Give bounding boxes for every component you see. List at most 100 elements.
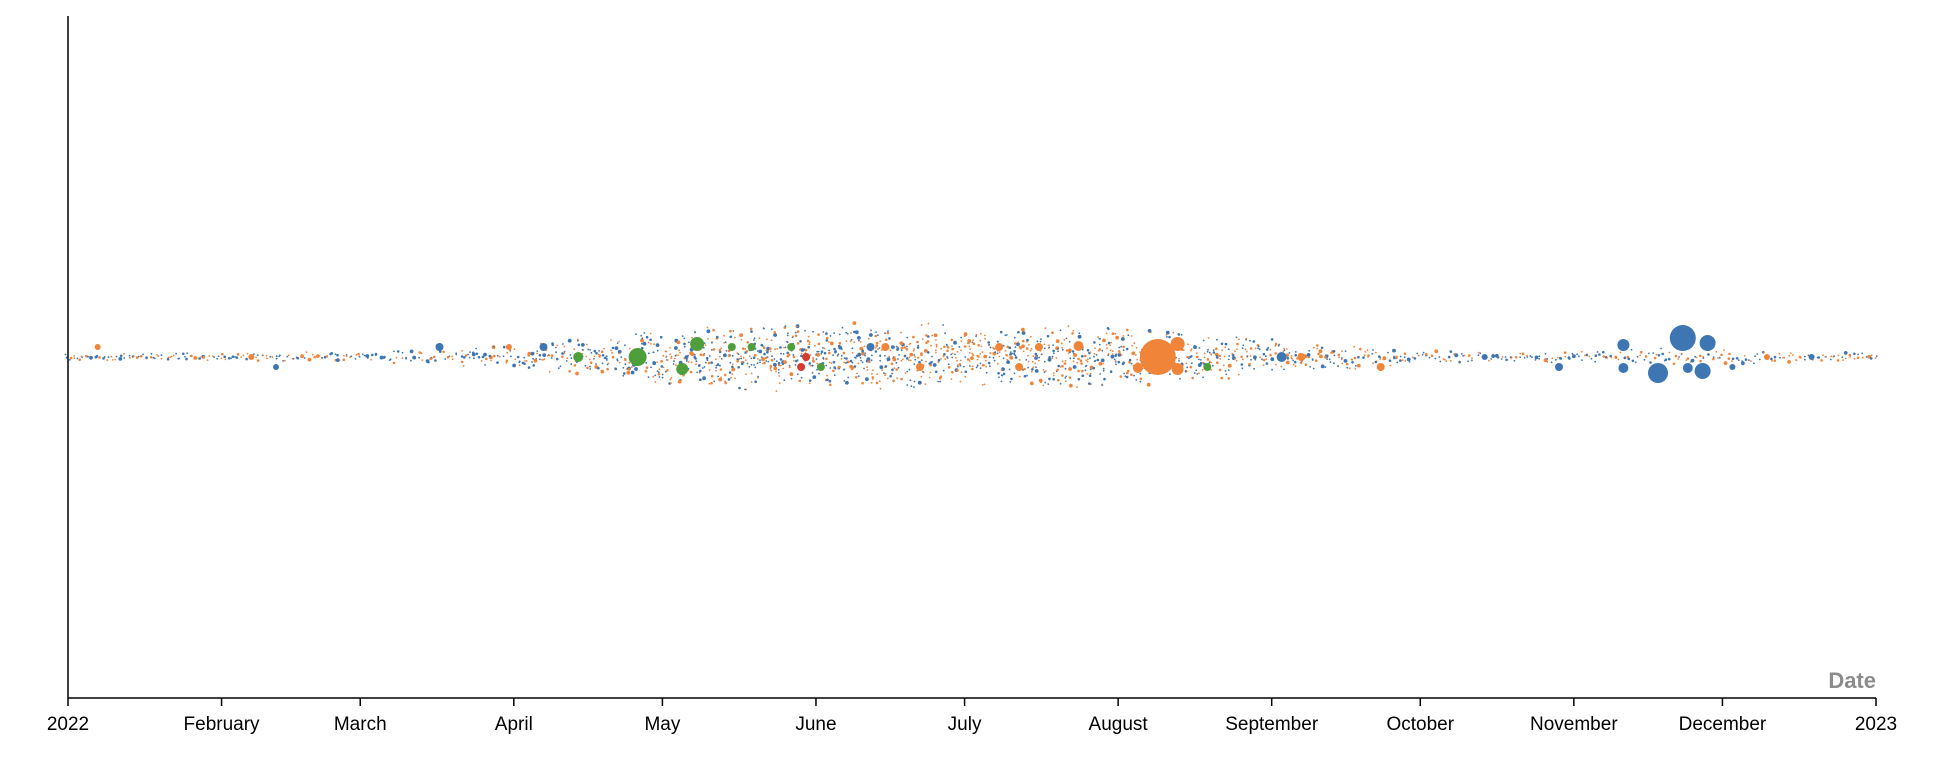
swarm-point	[1531, 356, 1533, 358]
swarm-point	[1000, 380, 1003, 383]
swarm-point	[971, 352, 973, 355]
swarm-point	[1403, 356, 1406, 358]
swarm-point	[906, 345, 908, 348]
swarm-point	[1454, 353, 1459, 358]
swarm-point	[779, 358, 783, 361]
swarm-point	[1372, 362, 1374, 365]
swarm-point	[909, 342, 912, 345]
swarm-point	[905, 348, 909, 351]
swarm-point	[861, 381, 864, 385]
swarm-point	[1120, 345, 1122, 348]
swarm-point	[1366, 349, 1369, 351]
swarm-point	[767, 360, 770, 363]
swarm-point	[706, 326, 709, 329]
swarm-point	[987, 361, 991, 365]
swarm-point	[536, 352, 538, 355]
swarm-point	[1089, 357, 1091, 359]
swarm-point	[740, 338, 743, 341]
swarm-point	[1065, 375, 1067, 378]
swarm-point	[867, 360, 871, 363]
swarm-point	[702, 346, 705, 349]
swarm-point	[829, 367, 832, 369]
swarm-point	[1312, 367, 1315, 370]
swarm-point	[1115, 363, 1117, 366]
swarm-point	[610, 339, 612, 341]
swarm-point	[1122, 345, 1125, 349]
swarm-point	[1179, 377, 1181, 380]
swarm-point	[850, 332, 852, 334]
swarm-point	[1178, 357, 1180, 360]
swarm-point	[738, 386, 741, 390]
swarm-point	[1189, 365, 1193, 369]
swarm-point	[1442, 358, 1445, 360]
swarm-point	[256, 354, 259, 356]
swarm-point	[710, 361, 713, 364]
swarm-point	[1351, 361, 1354, 364]
swarm-point	[753, 337, 756, 339]
swarm-point	[275, 357, 278, 360]
swarm-point	[808, 343, 811, 346]
swarm-point	[1610, 356, 1613, 359]
swarm-point	[865, 377, 869, 381]
swarm-point	[1294, 365, 1297, 367]
swarm-point	[806, 339, 810, 343]
swarm-point	[704, 344, 707, 346]
swarm-point	[900, 377, 903, 381]
swarm-point	[744, 388, 746, 391]
swarm-point	[271, 356, 274, 358]
swarm-point	[1027, 354, 1029, 357]
swarm-point	[1657, 354, 1661, 357]
x-tick-label: April	[495, 714, 533, 735]
swarm-point	[1196, 373, 1199, 375]
swarm-point	[118, 357, 123, 361]
swarm-point	[918, 360, 921, 364]
swarm-point	[370, 358, 373, 361]
swarm-point	[732, 330, 735, 332]
swarm-point	[1743, 355, 1746, 357]
swarm-point	[160, 357, 163, 360]
swarm-point	[1399, 359, 1402, 362]
swarm-point	[674, 357, 676, 360]
swarm-point	[1089, 372, 1092, 375]
swarm-point	[1636, 355, 1639, 358]
swarm-point	[514, 358, 516, 361]
swarm-point	[881, 369, 883, 371]
swarm-point	[979, 367, 982, 369]
swarm-point	[429, 357, 432, 361]
swarm-point	[691, 336, 693, 339]
highlight-point	[866, 343, 875, 351]
swarm-point	[1294, 353, 1297, 357]
swarm-point	[190, 354, 193, 358]
swarm-point	[1219, 357, 1222, 360]
swarm-point	[687, 354, 689, 357]
swarm-point	[635, 333, 637, 336]
swarm-point	[624, 358, 627, 362]
swarm-point	[765, 349, 768, 352]
swarm-point	[521, 361, 525, 365]
swarm-point	[1206, 350, 1209, 353]
swarm-point	[1262, 358, 1266, 362]
swarm-point	[1265, 358, 1268, 360]
swarm-point	[1270, 357, 1275, 362]
swarm-point	[951, 370, 954, 374]
swarm-point	[731, 373, 734, 375]
swarm-point	[909, 352, 914, 357]
swarm-point	[1101, 349, 1104, 352]
swarm-point	[1519, 352, 1522, 355]
swarm-point	[1198, 372, 1200, 375]
swarm-point	[647, 341, 650, 344]
swarm-point	[992, 346, 994, 349]
swarm-point	[896, 347, 900, 350]
swarm-point	[851, 366, 855, 370]
swarm-point	[1668, 351, 1671, 354]
swarm-point	[976, 358, 979, 361]
swarm-point	[1754, 355, 1756, 357]
swarm-point	[656, 361, 658, 363]
swarm-point	[770, 339, 773, 342]
swarm-point	[885, 338, 888, 342]
swarm-point	[455, 353, 458, 356]
swarm-point	[1250, 358, 1252, 361]
swarm-point	[221, 352, 224, 356]
swarm-point	[1460, 353, 1463, 355]
swarm-point	[1103, 377, 1106, 381]
